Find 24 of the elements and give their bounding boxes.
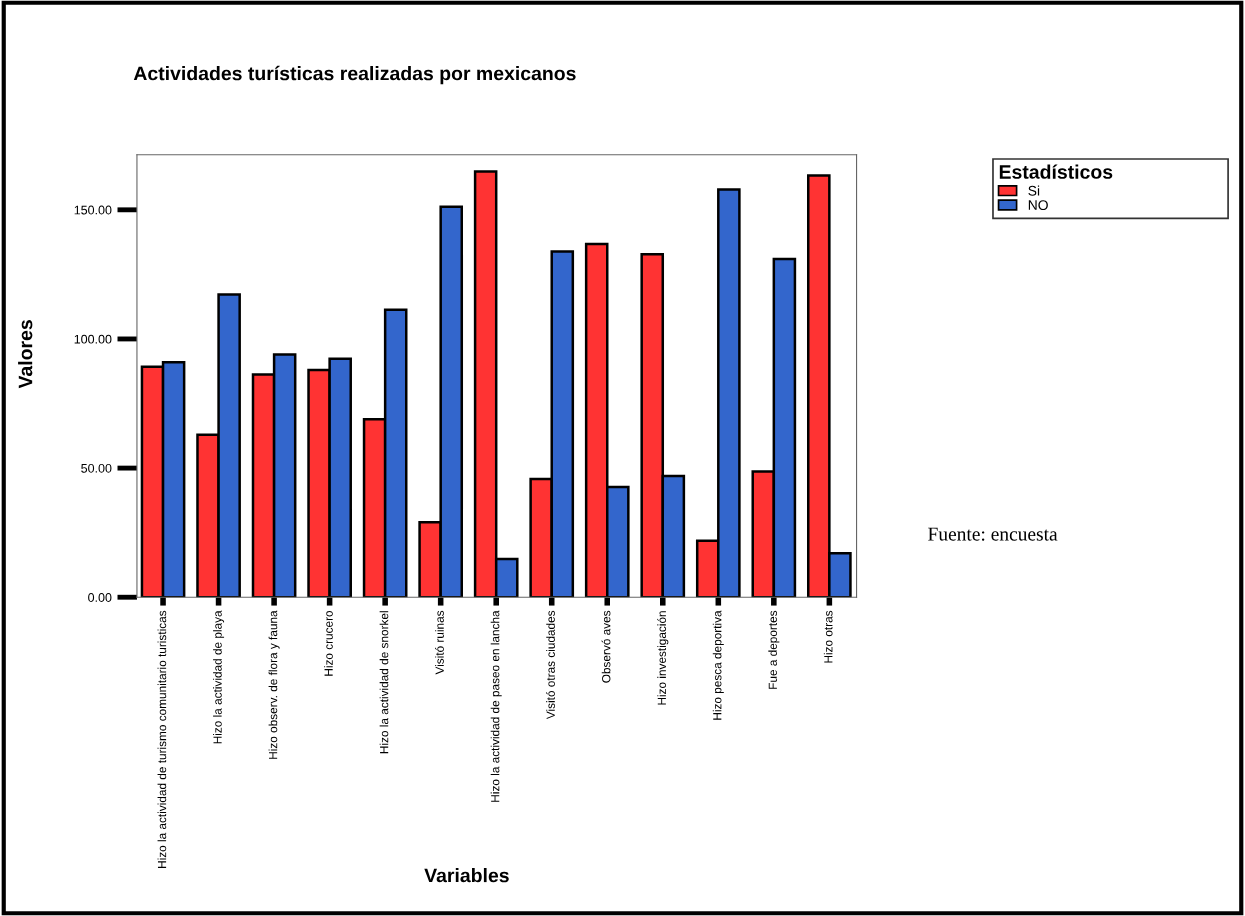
legend-label: Si — [1028, 185, 1040, 196]
y-tick-label: 50.00 — [81, 463, 112, 473]
chart-title: Actividades turísticas realizadas por mexicanos — [133, 65, 576, 85]
y-tick-label: 100.00 — [74, 334, 112, 344]
x-tick-label: Visitó otras ciudades — [546, 610, 555, 720]
y-tick-label: 0.00 — [88, 593, 112, 602]
legend-title: Estadísticos — [999, 164, 1113, 179]
x-tick-label: Visitó ruinas — [435, 610, 444, 675]
x-tick-label: Hizo la actividad de snorkel — [379, 611, 389, 754]
y-tick-label: 150.00 — [74, 205, 112, 215]
x-tick-label: Hizo la actividad de paseo en lancha — [490, 610, 502, 802]
x-tick-label: Observó aves — [601, 610, 611, 683]
x-tick-label: Hizo investigación — [657, 611, 669, 705]
x-tick-label: Hizo la actividad de turismo comunitario turisticas — [157, 610, 167, 868]
x-axis-title: Variables — [424, 868, 509, 883]
x-tick-label: Hizo crucero — [324, 610, 333, 676]
source-note: Fuente: encuesta — [928, 527, 1058, 541]
x-tick-label: Hizo otras — [823, 610, 833, 663]
y-axis-title: Valores — [18, 320, 33, 389]
x-tick-label: Hizo observ. de flora y fauna — [268, 610, 280, 759]
x-tick-label: Hizo la actividad de playa — [213, 610, 225, 744]
legend-label: NO — [1028, 200, 1048, 210]
x-tick-label: Fue a deportes — [768, 610, 780, 689]
x-tick-label: Hizo pesca deportiva — [712, 610, 724, 720]
